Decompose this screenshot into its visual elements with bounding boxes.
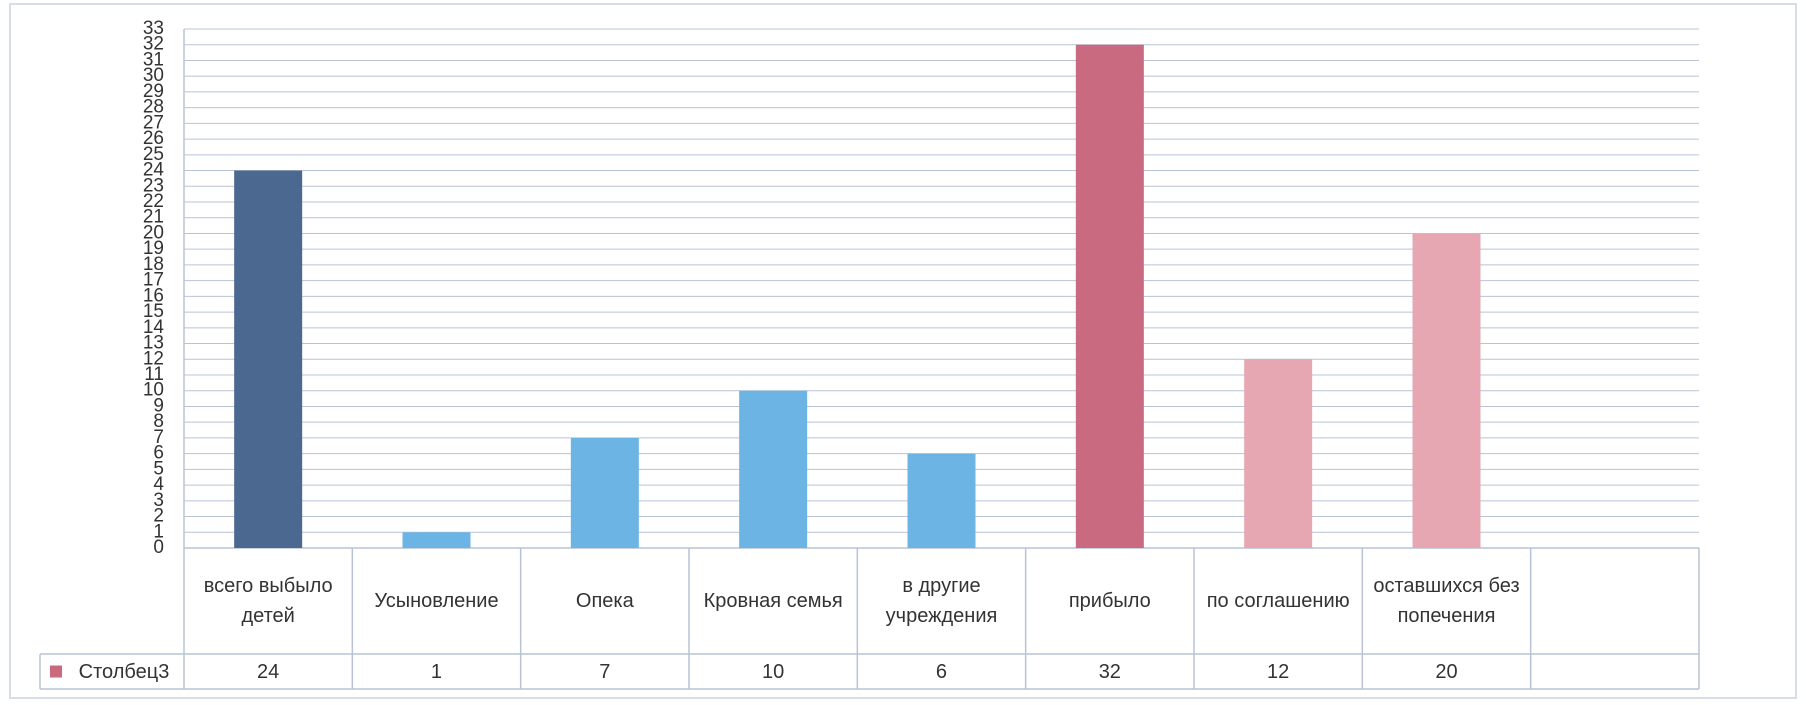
legend-label: Столбец3 [78,660,170,683]
y-tick-label: 26 [143,128,164,149]
y-tick-label: 8 [153,411,164,432]
value-label: 12 [1267,660,1290,683]
value-label: 24 [257,660,280,683]
category-label: по соглашению [1206,590,1350,612]
legend-swatch [50,665,62,678]
bar [1244,359,1313,548]
bar [1075,44,1144,549]
y-tick-label: 16 [143,285,164,306]
y-tick-label: 30 [143,65,164,86]
y-tick-label: 9 [153,395,164,416]
y-tick-label: 24 [143,160,165,181]
y-tick-label: 6 [153,443,164,464]
value-label: 1 [430,660,443,683]
category-label: всего выбыло детей [203,575,333,627]
bar [402,532,471,548]
bar [1412,233,1481,549]
y-tick-label: 22 [143,191,164,212]
y-tick-label: 18 [143,254,164,275]
category-label: прибыло [1068,590,1151,612]
y-tick-label: 12 [143,348,164,369]
y-tick-label: 0 [153,537,164,558]
y-tick-label: 3 [153,490,164,511]
y-tick-label: 21 [143,207,164,228]
category-label: Усыновление [374,590,499,612]
y-tick-label: 27 [143,112,164,133]
bar [570,437,639,548]
value-label: 10 [762,660,785,683]
y-tick-label: 15 [143,301,164,322]
y-tick-label: 13 [143,333,164,354]
bar [739,390,808,548]
category-label: оставшихся без попечения [1373,575,1520,627]
y-tick-label: 20 [143,222,164,243]
y-tick-label: 29 [143,81,164,102]
category-label: в другие учреждения [885,575,998,627]
chart-border [9,3,1797,699]
bar [907,453,976,548]
y-tick-label: 10 [143,380,164,401]
value-label: 20 [1435,660,1458,683]
y-tick-label: 25 [143,144,164,165]
y-tick-label: 31 [143,49,164,70]
category-label: Опека [575,590,634,612]
y-tick-label: 1 [153,521,164,542]
y-tick-label: 19 [143,238,164,259]
y-tick-label: 14 [143,317,165,338]
y-tick-label: 4 [153,474,164,495]
y-tick-label: 5 [153,458,164,479]
value-label: 7 [599,660,611,683]
y-tick-label: 2 [153,506,164,527]
y-tick-label: 32 [143,34,164,55]
y-tick-label: 23 [143,175,164,196]
y-tick-label: 7 [153,427,164,448]
value-label: 6 [935,660,948,683]
value-label: 32 [1098,660,1121,683]
y-tick-label: 11 [144,364,164,385]
bar [234,170,303,548]
y-tick-label: 17 [143,270,164,291]
y-tick-label: 33 [143,18,164,39]
y-tick-label: 28 [143,97,164,118]
category-label: Кровная семья [703,590,843,612]
